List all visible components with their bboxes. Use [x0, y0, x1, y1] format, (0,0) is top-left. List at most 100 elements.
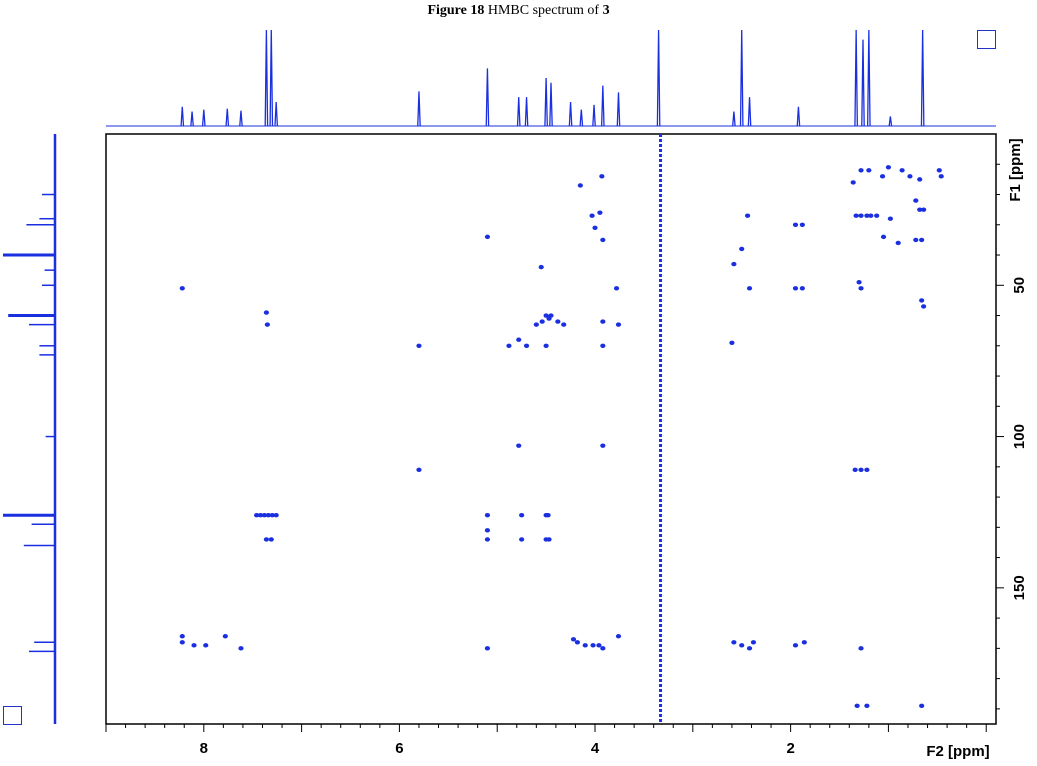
h1-projection-peak: [592, 104, 596, 127]
caption-text: HMBC spectrum of: [487, 3, 600, 18]
figure-caption: Figure 18 HMBC spectrum of 3: [0, 0, 1037, 22]
cross-peak: [850, 180, 856, 185]
cross-peak: [484, 537, 491, 542]
y-axis-label: F1 [ppm]: [1007, 138, 1024, 201]
h1-projection-peak: [600, 85, 605, 127]
x-tick-label: 6: [395, 740, 403, 757]
x-tick-label: 8: [200, 740, 208, 757]
cross-peak: [856, 280, 862, 285]
cross-peak: [936, 168, 942, 173]
cross-peak: [600, 237, 606, 243]
x-axis-label: F2 [ppm]: [926, 743, 989, 760]
cross-peak: [269, 513, 275, 518]
cross-peak: [864, 213, 870, 218]
cross-peak: [539, 319, 545, 324]
x-tick-label: 2: [786, 740, 794, 757]
h1-projection-peak: [269, 29, 274, 127]
cross-peak: [600, 343, 606, 348]
cross-peaks: [179, 165, 944, 709]
cross-peak: [852, 467, 858, 473]
h1-projection-peak: [264, 29, 269, 127]
cross-peak: [574, 640, 581, 645]
y-tick-label: 100: [1011, 424, 1028, 449]
cross-peak: [899, 168, 905, 173]
cross-peak: [546, 537, 552, 542]
cross-peak: [615, 634, 622, 639]
cross-peak: [792, 286, 799, 291]
h1-projection-peak: [888, 116, 893, 127]
top-right-box-icon: [977, 30, 996, 49]
h1-projection-peak: [201, 109, 206, 127]
cross-peak: [919, 298, 925, 303]
cross-peak: [913, 198, 919, 203]
cross-peak: [203, 643, 209, 648]
cross-peak: [864, 467, 870, 473]
cross-peak: [519, 513, 525, 518]
cross-peak: [921, 207, 927, 212]
x-tick-label: 4: [591, 740, 600, 757]
cross-peak: [801, 640, 807, 645]
cross-peak: [561, 322, 567, 327]
cross-peak: [222, 634, 228, 639]
cross-peak: [858, 286, 864, 291]
cross-peak: [590, 643, 596, 648]
cross-peak: [792, 643, 799, 648]
cross-peak: [739, 643, 745, 648]
plot-frame: [105, 133, 997, 725]
cross-peak: [516, 337, 522, 342]
cross-peak: [750, 640, 757, 645]
cross-peak: [746, 286, 753, 291]
bottom-left-box-icon: [3, 706, 22, 725]
cross-peak: [592, 225, 598, 230]
cross-peak: [257, 513, 264, 518]
cross-peak: [597, 210, 603, 215]
h1-projection-peak: [861, 39, 865, 127]
cross-peak: [523, 343, 530, 348]
cross-peak: [858, 168, 864, 173]
cross-peak: [613, 286, 620, 291]
cross-peak: [600, 443, 606, 448]
cross-peak: [731, 261, 737, 267]
cross-peak: [263, 310, 269, 315]
cross-peak: [484, 646, 491, 651]
cross-peak: [179, 286, 185, 291]
h1-projection-peak: [239, 110, 243, 127]
h1-projection-peak: [568, 101, 573, 127]
cross-peak: [913, 237, 919, 243]
cross-peak: [919, 237, 925, 243]
h1-projection-peak: [180, 106, 185, 127]
h1-projection-peak: [920, 29, 925, 127]
cross-peak: [416, 467, 422, 473]
h1-projection-peak: [739, 29, 744, 127]
cross-peak: [543, 313, 549, 318]
h1-projection-peak: [524, 97, 529, 127]
cross-peak: [729, 340, 735, 345]
cross-peak: [238, 646, 244, 651]
x-axis: 8 6 4 2: [105, 724, 987, 757]
cross-peak: [792, 222, 799, 227]
cross-peak: [179, 640, 185, 645]
h1-projection-peak: [549, 82, 553, 127]
cross-peak: [484, 513, 491, 518]
cross-peak: [874, 213, 880, 218]
cross-peak: [589, 213, 595, 218]
h1-projection-peak: [796, 106, 801, 127]
y-tick-label: 150: [1011, 575, 1028, 600]
cross-peak: [261, 513, 268, 518]
cross-peak: [533, 322, 539, 327]
c13-projection-spectrum: [3, 134, 57, 724]
cross-peak: [879, 174, 886, 179]
cross-peak: [596, 643, 602, 648]
cross-peak: [858, 646, 864, 651]
cross-peak: [938, 174, 944, 179]
h1-projection-peak: [579, 109, 584, 127]
caption-label: Figure 18: [427, 3, 485, 18]
cross-peak: [555, 319, 561, 324]
cross-peak: [254, 513, 260, 518]
cross-peak: [548, 313, 554, 318]
h1-projection-peak: [656, 29, 661, 127]
h1-projection-peak: [516, 97, 521, 127]
h1-projection-peak: [190, 111, 194, 127]
h1-projection-peak: [544, 77, 548, 127]
cross-peak: [746, 646, 753, 651]
